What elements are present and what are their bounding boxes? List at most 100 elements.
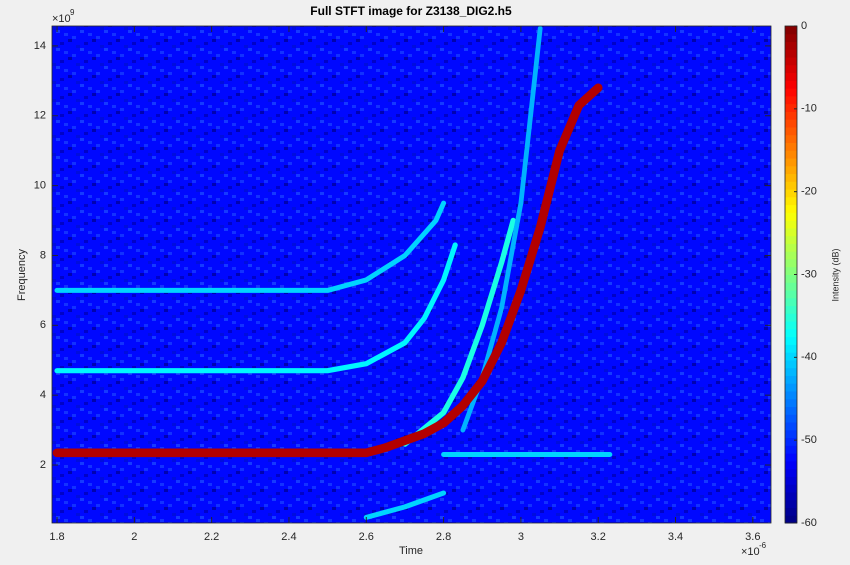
colorbar-cell bbox=[785, 429, 797, 439]
colorbar-cell bbox=[785, 243, 797, 252]
colorbar-cell bbox=[785, 507, 797, 516]
y-axis-label: Frequency bbox=[16, 249, 28, 301]
colorbar-cell bbox=[785, 406, 797, 415]
x-tick-label: 2.4 bbox=[281, 531, 296, 543]
chart-title: Full STFT image for Z3138_DIG2.h5 bbox=[310, 4, 512, 18]
colorbar-cell bbox=[785, 359, 797, 369]
colorbar-cell bbox=[785, 258, 797, 268]
y-tick-label: 4 bbox=[40, 389, 46, 401]
colorbar-cell bbox=[785, 49, 797, 58]
colorbar-cell bbox=[785, 352, 797, 361]
colorbar-tick-label: 0 bbox=[801, 20, 807, 32]
colorbar-label: Intensity (dB) bbox=[830, 248, 840, 301]
colorbar-cell bbox=[785, 367, 797, 376]
trace bbox=[402, 217, 516, 447]
colorbar-cell bbox=[785, 227, 797, 237]
x-tick-label: 2.6 bbox=[359, 531, 374, 543]
x-exponent-base: ×10 bbox=[741, 546, 760, 558]
colorbar-cell bbox=[785, 437, 797, 446]
y-tick-label: 2 bbox=[40, 459, 46, 471]
colorbar-cell bbox=[785, 41, 797, 50]
colorbar-cell bbox=[785, 499, 797, 508]
colorbar-tick-label: -10 bbox=[801, 103, 817, 115]
colorbar-cell bbox=[785, 422, 797, 431]
x-tick-label: 2.2 bbox=[204, 531, 219, 543]
x-tick-label: 2 bbox=[131, 531, 137, 543]
x-tick-label: 3.6 bbox=[745, 531, 760, 543]
plot-frame bbox=[51, 25, 772, 524]
colorbar-cell bbox=[785, 181, 797, 190]
colorbar-cell bbox=[785, 158, 797, 167]
colorbar-cell bbox=[785, 290, 797, 299]
colorbar-cell bbox=[785, 57, 797, 66]
x-exponent-power: -6 bbox=[759, 541, 767, 550]
y-tick-label: 8 bbox=[40, 249, 46, 261]
colorbar-cell bbox=[785, 484, 797, 493]
y-tick-label: 6 bbox=[40, 319, 46, 331]
colorbar-cell bbox=[785, 165, 797, 175]
x-tick-label: 3.4 bbox=[668, 531, 683, 543]
colorbar-tick-label: -50 bbox=[801, 434, 817, 446]
colorbar-cell bbox=[785, 398, 797, 408]
x-tick-label: 2.8 bbox=[436, 531, 451, 543]
colorbar-cell bbox=[785, 274, 797, 283]
colorbar-cell bbox=[785, 336, 797, 345]
colorbar-cell bbox=[785, 111, 797, 120]
colorbar-cell bbox=[785, 476, 797, 485]
colorbar-tick-label: -20 bbox=[801, 186, 817, 198]
y-tick-label: 10 bbox=[34, 180, 46, 192]
colorbar-cell bbox=[785, 196, 797, 206]
colorbar-cell bbox=[785, 251, 797, 260]
colorbar-cell bbox=[785, 80, 797, 89]
x-tick-label: 3.2 bbox=[591, 531, 606, 543]
colorbar-cell bbox=[785, 328, 797, 338]
colorbar-cell bbox=[785, 72, 797, 81]
colorbar-cell bbox=[785, 33, 797, 43]
colorbar-cell bbox=[785, 126, 797, 136]
colorbar-cell bbox=[785, 383, 797, 392]
trace bbox=[52, 83, 603, 458]
colorbar-cell bbox=[785, 235, 797, 244]
y-tick-label: 14 bbox=[34, 40, 46, 52]
colorbar-cell bbox=[785, 142, 797, 151]
colorbar-cell bbox=[785, 88, 797, 97]
colorbar-cell bbox=[785, 414, 797, 423]
trace bbox=[54, 242, 458, 374]
x-axis-label: Time bbox=[399, 545, 423, 557]
colorbar-cell bbox=[785, 103, 797, 112]
colorbar-cell bbox=[785, 26, 797, 35]
colorbar-cell bbox=[785, 468, 797, 477]
colorbar-cell bbox=[785, 453, 797, 462]
colorbar-cell bbox=[785, 95, 797, 105]
x-tick-label: 3 bbox=[518, 531, 524, 543]
colorbar-cell bbox=[785, 305, 797, 314]
y-exponent-base: ×10 bbox=[52, 13, 71, 25]
colorbar-tick-label: -40 bbox=[801, 351, 817, 363]
y-exponent-power: 9 bbox=[70, 8, 75, 17]
colorbar-cell bbox=[785, 212, 797, 221]
colorbar-cell bbox=[785, 173, 797, 182]
colorbar-tick-label: -60 bbox=[801, 517, 817, 529]
colorbar-cell bbox=[785, 134, 797, 143]
colorbar-cell bbox=[785, 390, 797, 400]
colorbar-cell bbox=[785, 64, 797, 74]
x-tick-label: 1.8 bbox=[49, 531, 64, 543]
y-tick-label: 12 bbox=[34, 110, 46, 122]
colorbar-cell bbox=[785, 515, 797, 524]
colorbar-cell bbox=[785, 220, 797, 229]
colorbar-cell bbox=[785, 119, 797, 128]
colorbar-cell bbox=[785, 460, 797, 470]
colorbar-cell bbox=[785, 189, 797, 198]
colorbar-cell bbox=[785, 491, 797, 501]
colorbar-tick-label: -30 bbox=[801, 268, 817, 280]
colorbar-cell bbox=[785, 150, 797, 159]
colorbar-cell bbox=[785, 282, 797, 291]
colorbar-cell bbox=[785, 297, 797, 307]
traces bbox=[52, 26, 613, 520]
colorbar-cell bbox=[785, 445, 797, 454]
colorbar-cell bbox=[785, 321, 797, 330]
trace bbox=[363, 490, 447, 520]
colorbar-cell bbox=[785, 204, 797, 213]
